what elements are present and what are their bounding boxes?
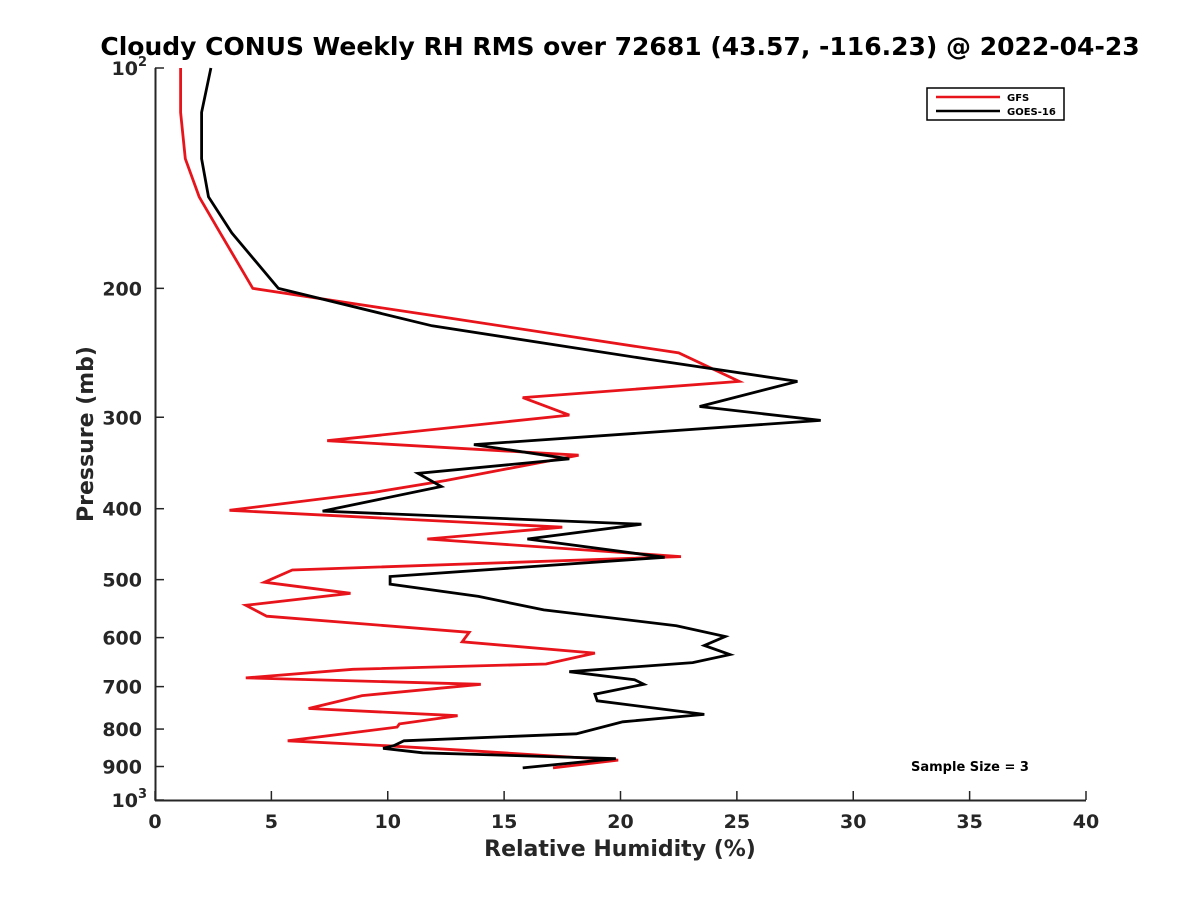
- y-tick-label: 700: [102, 677, 142, 699]
- y-tick-label-base: 10: [112, 790, 138, 812]
- x-tick-label: 20: [607, 811, 633, 833]
- x-tick-label: 30: [840, 811, 866, 833]
- legend-label-goes16: GOES-16: [1007, 107, 1056, 118]
- x-ticks: 0 5 10 15 20 25 30 35 40: [148, 791, 1099, 833]
- x-tick-label: 25: [724, 811, 750, 833]
- x-axis-label: Relative Humidity (%): [484, 837, 756, 862]
- x-tick-label: 35: [956, 811, 982, 833]
- y-tick-label: 600: [102, 628, 142, 650]
- x-tick-label: 5: [265, 811, 278, 833]
- y-tick-label: 103: [112, 787, 148, 812]
- y-tick-label-exponent: 2: [138, 55, 147, 70]
- x-tick-label: 0: [148, 811, 161, 833]
- y-tick-label: 800: [102, 719, 142, 741]
- legend-box: [926, 87, 1065, 121]
- legend: GFS GOES-16: [926, 87, 1065, 121]
- legend-label-gfs: GFS: [1007, 93, 1029, 104]
- series-line-gfs: [179, 68, 745, 770]
- y-axis-label: Pressure (mb): [74, 346, 99, 522]
- y-tick-label: 200: [102, 278, 142, 300]
- x-tick-label: 40: [1073, 811, 1099, 833]
- series-layer: [179, 67, 821, 770]
- y-tick-label: 900: [102, 757, 142, 779]
- y-tick-label-base: 10: [112, 58, 138, 80]
- y-tick-label: 102: [112, 55, 148, 80]
- y-tick-label: 300: [102, 407, 142, 429]
- y-tick-label-exponent: 3: [138, 787, 147, 802]
- sample-size-annotation: Sample Size = 3: [911, 760, 1029, 775]
- x-tick-label: 15: [491, 811, 517, 833]
- y-tick-label: 400: [102, 499, 142, 521]
- y-tick-label: 500: [102, 570, 142, 592]
- series-line-goes16: [200, 67, 821, 770]
- x-tick-label: 10: [375, 811, 401, 833]
- chart-title: Cloudy CONUS Weekly RH RMS over 72681 (4…: [100, 32, 1139, 61]
